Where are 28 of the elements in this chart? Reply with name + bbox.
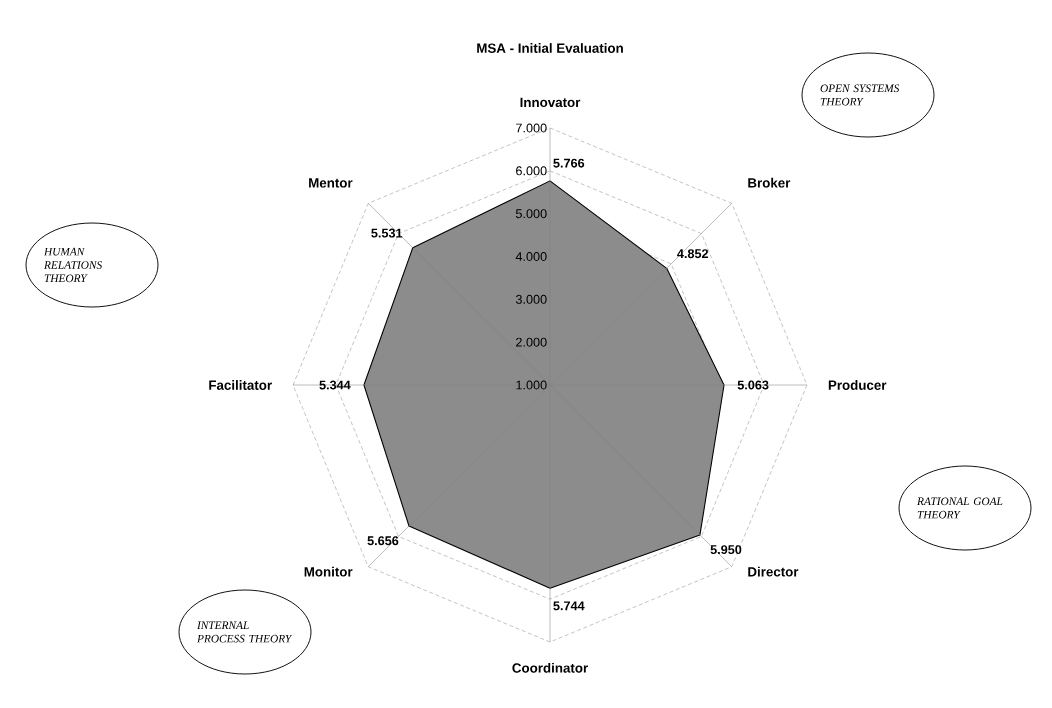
- text: RATIONAL GOAL THEORY: [916, 497, 1003, 519]
- spoke-label: Producer: [828, 380, 887, 390]
- spoke-label: Director: [748, 566, 799, 577]
- y-tick-label: 4.000: [515, 252, 547, 261]
- text: HUMAN RELATIONS THEORY: [43, 247, 102, 283]
- spoke-label: Facilitator: [209, 380, 272, 390]
- y-tick-label: 1.000: [516, 380, 547, 390]
- data-label: 5.766: [553, 158, 585, 168]
- data-label: 5.344: [319, 380, 351, 390]
- y-tick-label: 5.000: [515, 209, 547, 219]
- data-label: 5.744: [553, 601, 585, 611]
- y-tick-label: 2.000: [516, 337, 547, 347]
- text: INTERNAL PROCESS THEORY: [196, 621, 293, 643]
- chart-title: MSA - Initial Evaluation: [477, 43, 623, 53]
- data-label: 4.852: [677, 249, 709, 259]
- spoke-label: Coordinator: [512, 662, 588, 673]
- data-label: 5.950: [710, 545, 742, 555]
- data-label: 5.531: [371, 228, 403, 238]
- spoke-label: Monitor: [304, 566, 353, 577]
- spoke-label: Broker: [748, 177, 791, 188]
- data-label: 5.063: [737, 380, 769, 390]
- y-tick-label: 7.000: [516, 123, 547, 133]
- y-tick-label: 6.000: [516, 166, 547, 176]
- data-label: 5.656: [367, 536, 399, 546]
- spoke-label: Mentor: [309, 178, 353, 188]
- spoke-label: Innovator: [520, 97, 581, 108]
- text: OPEN SYSTEMS THEORY: [820, 84, 900, 106]
- y-tick-label: 3.000: [515, 294, 547, 304]
